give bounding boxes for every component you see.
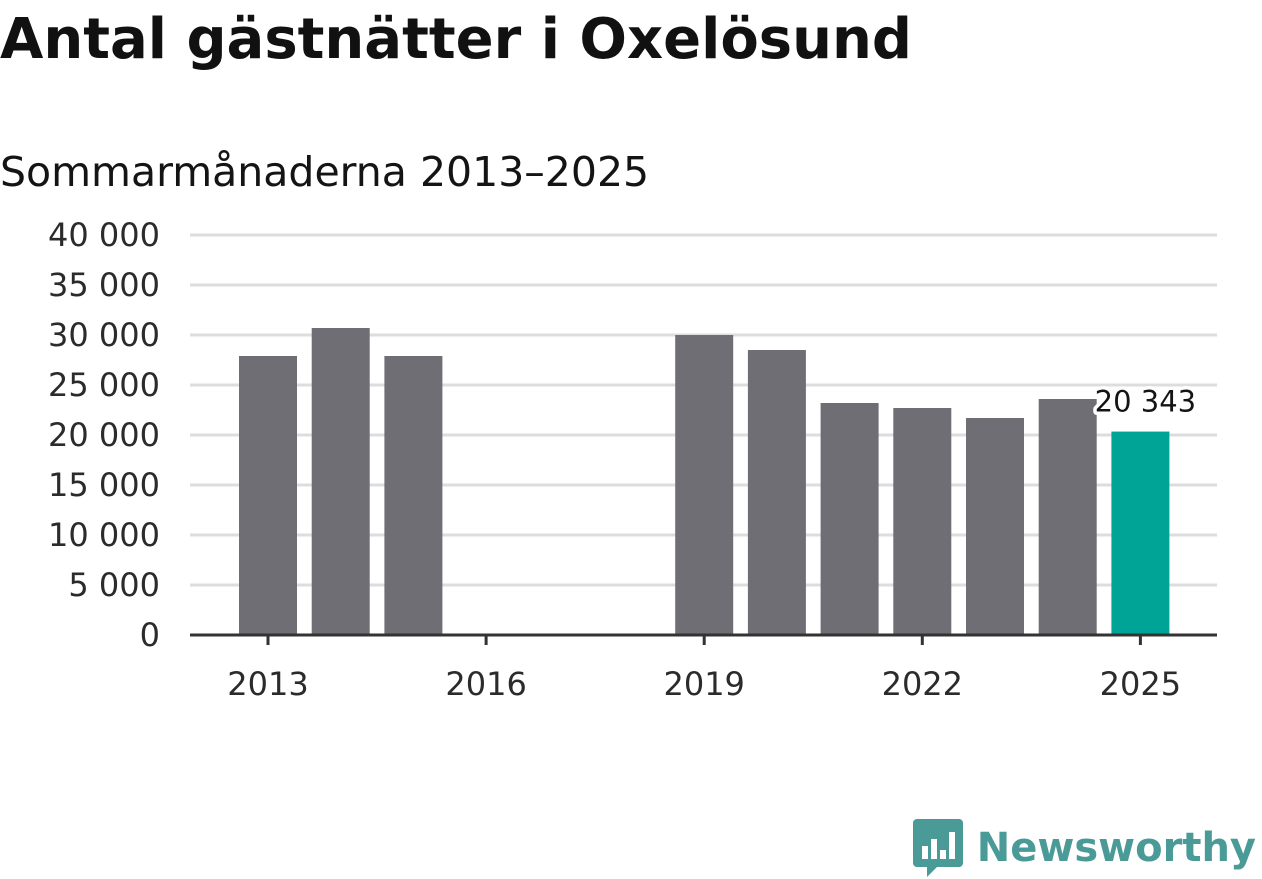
- x-tick-label: 2016: [445, 665, 526, 703]
- x-tick-label: 2022: [882, 665, 963, 703]
- bar: [747, 350, 806, 635]
- x-tick-label: 2013: [227, 665, 308, 703]
- bar: [893, 408, 952, 635]
- bar: [239, 356, 297, 635]
- y-tick-label: 20 000: [48, 416, 160, 454]
- y-tick-label: 10 000: [48, 516, 160, 554]
- y-tick-label: 5 000: [68, 566, 160, 604]
- bar: [966, 418, 1024, 635]
- bar: [820, 403, 879, 635]
- bar-chart: 0 5 000 10 000 15 000 20 000 25 000 30 000 35 0…: [48, 216, 1217, 703]
- bar: [1038, 399, 1097, 635]
- data-label: 20 343: [1095, 385, 1196, 419]
- bar-chart-speech-bubble-icon: [912, 819, 963, 877]
- x-tick-label: 2019: [663, 665, 744, 703]
- bar: [675, 335, 734, 635]
- newsworthy-logo: Newsworthy: [912, 817, 1256, 879]
- y-tick-label: 0: [140, 616, 160, 654]
- y-tick-label: 30 000: [48, 316, 160, 354]
- chart-title: Antal gästnätter i Oxelösund: [0, 7, 912, 72]
- bar: [311, 328, 370, 635]
- y-tick-label: 25 000: [48, 366, 160, 404]
- chart-subtitle: Sommarmånaderna 2013–2025: [0, 148, 650, 196]
- y-tick-label: 35 000: [48, 266, 160, 304]
- x-tick-label: 2025: [1100, 665, 1181, 703]
- bar-highlighted: [1111, 431, 1170, 635]
- brand-name: Newsworthy: [976, 825, 1256, 871]
- y-tick-label: 40 000: [48, 216, 160, 254]
- y-tick-label: 15 000: [48, 466, 160, 504]
- bar: [384, 356, 443, 635]
